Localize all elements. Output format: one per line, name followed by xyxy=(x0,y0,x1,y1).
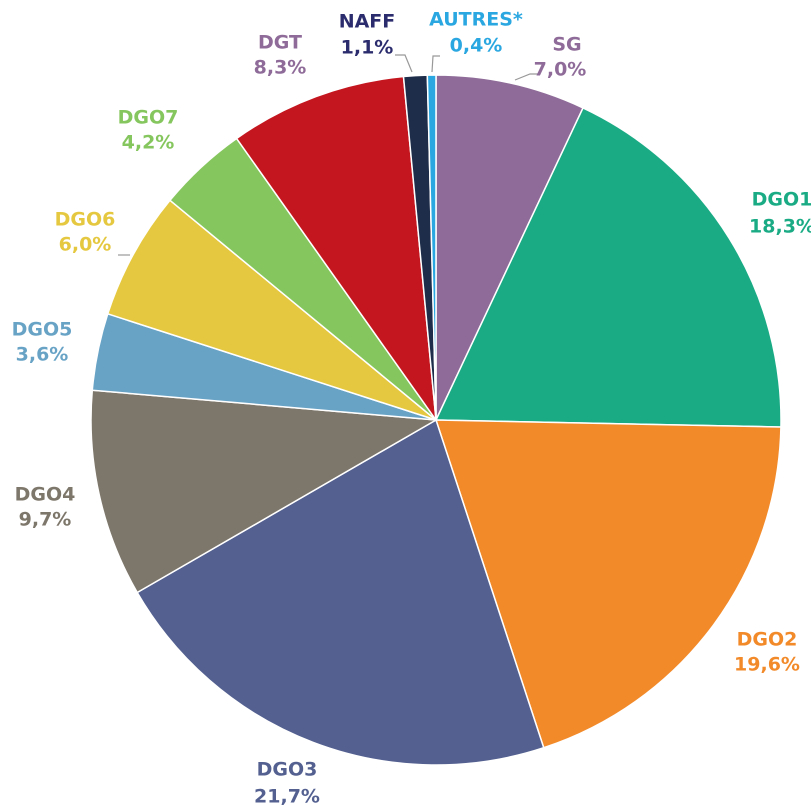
slice-label: DGO3 xyxy=(257,759,318,781)
value-label: 1,1% xyxy=(341,37,394,59)
leader-line xyxy=(395,54,413,73)
value-label: 19,6% xyxy=(734,654,800,676)
pie-slice xyxy=(90,389,439,594)
value-label: 7,0% xyxy=(534,59,587,81)
pie-slice xyxy=(235,75,438,423)
pie-slice xyxy=(136,418,545,766)
pie-slice xyxy=(106,199,437,421)
pie-slice xyxy=(435,74,585,421)
slice-label: DGT xyxy=(258,32,302,54)
pie-slice xyxy=(426,74,437,421)
value-label: 21,7% xyxy=(254,786,320,805)
slice-label: DGO4 xyxy=(15,484,76,506)
value-label: 9,7% xyxy=(19,509,72,531)
pie-slice xyxy=(434,106,782,428)
slice-label: DGO1 xyxy=(752,189,811,211)
value-label: 0,4% xyxy=(450,35,503,57)
slice-label: AUTRES* xyxy=(429,9,523,31)
slice-label: DGO6 xyxy=(55,209,116,231)
slice-label: DGO7 xyxy=(118,107,179,129)
value-label: 8,3% xyxy=(254,57,307,79)
value-label: 6,0% xyxy=(59,234,112,256)
leader-lines xyxy=(118,54,540,256)
value-label: 3,6% xyxy=(16,344,69,366)
slice-label: DGO5 xyxy=(12,319,73,341)
slice-label: DGO2 xyxy=(737,629,798,651)
leader-line xyxy=(514,73,540,81)
pie-slice xyxy=(434,419,782,749)
value-label: 18,3% xyxy=(749,216,811,238)
slice-label: NAFF xyxy=(339,11,396,33)
slice-label: SG xyxy=(552,34,581,56)
value-label: 4,2% xyxy=(122,132,175,154)
leader-line xyxy=(431,55,440,73)
